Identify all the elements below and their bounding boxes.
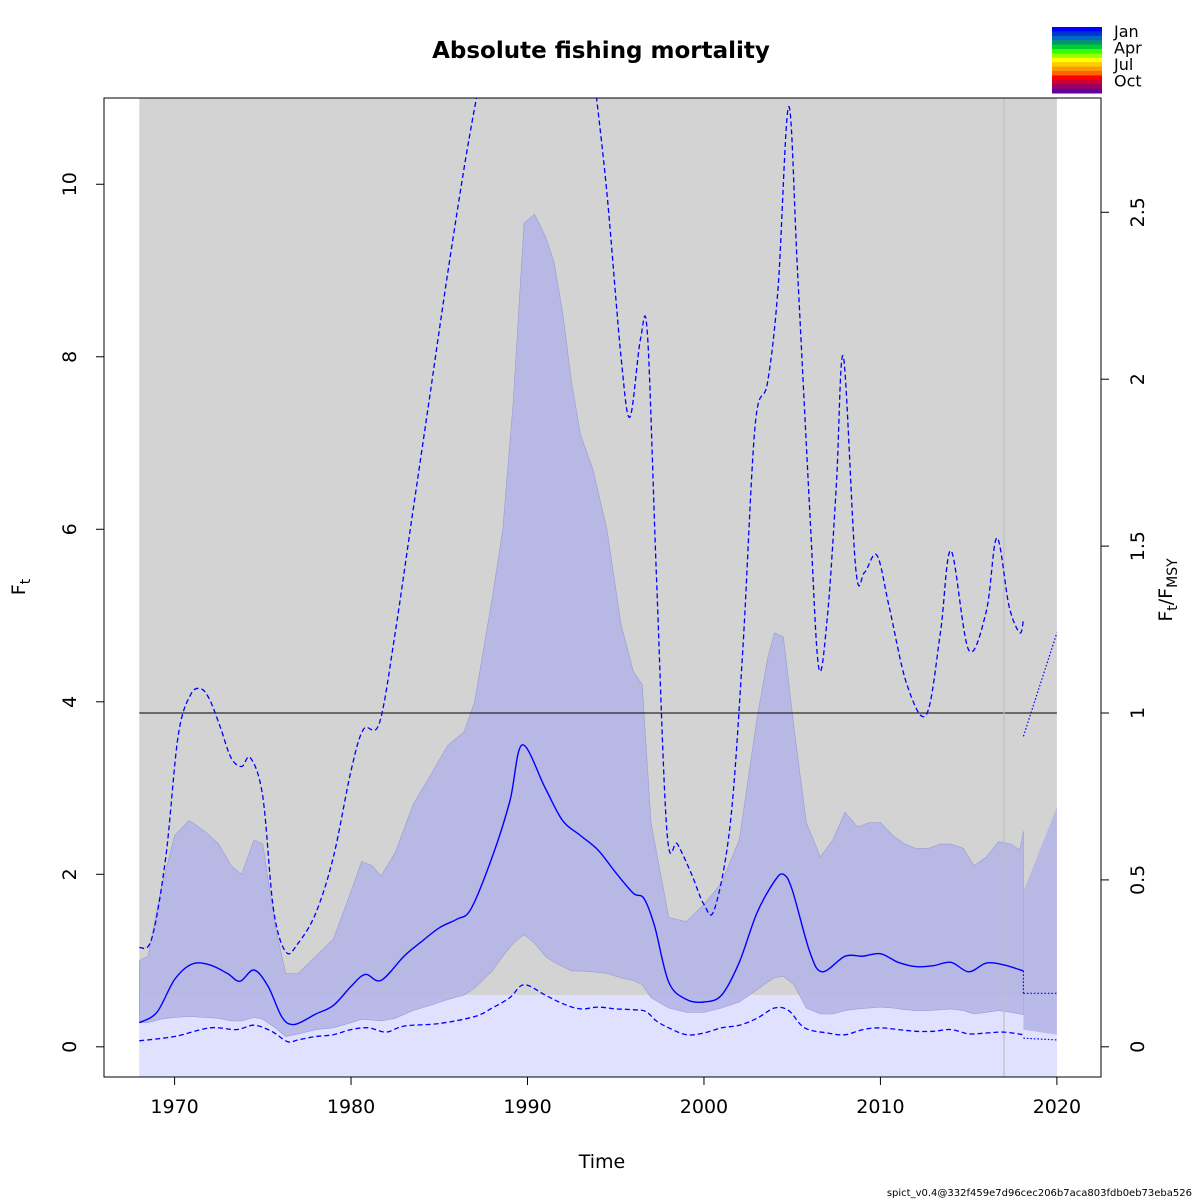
right-tick-label-2: 1: [1127, 707, 1149, 719]
series-estimate-0: [138, 744, 1024, 1026]
legend-swatch-14: [1052, 88, 1102, 94]
x-tick-label-1970: 1970: [150, 1096, 198, 1118]
legend-swatch-3: [1052, 40, 1102, 46]
y-axis-label-main: F: [8, 584, 30, 595]
right-tick-label-1: 0.5: [1127, 865, 1149, 895]
forecast-ci-band: [1023, 807, 1057, 1035]
x-tick-label-1980: 1980: [327, 1096, 375, 1118]
forecast-upper: [1022, 632, 1058, 737]
legend-label-jan: Jan: [1113, 22, 1139, 41]
legend-swatch-0: [1052, 27, 1102, 32]
legend-swatch-5: [1052, 49, 1102, 54]
y-tick-label-10: 10: [59, 172, 81, 196]
x-axis-label: Time: [578, 1151, 626, 1173]
right-axis-label-den: F: [1155, 588, 1177, 599]
x-tick-label-1990: 1990: [503, 1096, 551, 1118]
legend-swatch-12: [1052, 79, 1102, 85]
x-tick-label-2020: 2020: [1033, 1096, 1081, 1118]
right-tick-label-0: 0: [1127, 1041, 1149, 1053]
legend-swatch-7: [1052, 57, 1102, 63]
legend-swatch-10: [1052, 71, 1102, 76]
svg-text:Ft/FMSY: Ft/FMSY: [1155, 558, 1181, 622]
y-tick-label-4: 4: [59, 696, 81, 708]
right-tick-label-5: 2.5: [1127, 197, 1149, 227]
x-tick-label-2000: 2000: [680, 1096, 728, 1118]
right-tick-label-4: 2: [1127, 373, 1149, 385]
y-tick-label-6: 6: [59, 523, 81, 535]
right-axis-label-num-sub: t: [1165, 605, 1181, 611]
series-upper_ci-2: [595, 98, 1025, 916]
legend-swatch-13: [1052, 84, 1102, 90]
y-axis-label: Ft: [8, 578, 34, 595]
legend-swatch-4: [1052, 44, 1102, 50]
legend-swatch-8: [1052, 62, 1102, 68]
axes: 1970 1980 1990 2000 2010 2020 0 2 4 6 8 10 0 0.5 1 1.5 2…: [59, 172, 1149, 1118]
right-axis-label-sep: /: [1155, 598, 1177, 605]
svg-text:Ft: Ft: [8, 578, 34, 595]
right-axis-label-den-sub: MSY: [1165, 558, 1181, 588]
legend-swatch-9: [1052, 66, 1102, 72]
legend-swatch-11: [1052, 75, 1102, 81]
legend-swatch-6: [1052, 53, 1102, 59]
y-axis-label-sub: t: [18, 578, 34, 584]
footer-version: spict_v0.4@332f459e7d96cec206b7aca803fdb…: [887, 1188, 1192, 1199]
plot-area: [138, 98, 1058, 1077]
x-tick-label-2010: 2010: [856, 1096, 904, 1118]
y-tick-label-0: 0: [59, 1041, 81, 1053]
y-tick-label-8: 8: [59, 351, 81, 363]
legend-swatch-2: [1052, 35, 1102, 41]
right-axis-label-num: F: [1155, 611, 1177, 622]
plot-frame: [103, 97, 1102, 1078]
right-axis-label: Ft/FMSY: [1155, 558, 1181, 622]
right-tick-label-3: 1.5: [1127, 531, 1149, 561]
y-tick-label-2: 2: [59, 868, 81, 880]
legend-swatch-1: [1052, 31, 1102, 37]
legend-label-oct: Oct: [1114, 72, 1142, 91]
legend-label-jul: Jul: [1113, 55, 1133, 74]
chart-title: Absolute fishing mortality: [432, 38, 770, 64]
legend-label-apr: Apr: [1114, 39, 1142, 58]
